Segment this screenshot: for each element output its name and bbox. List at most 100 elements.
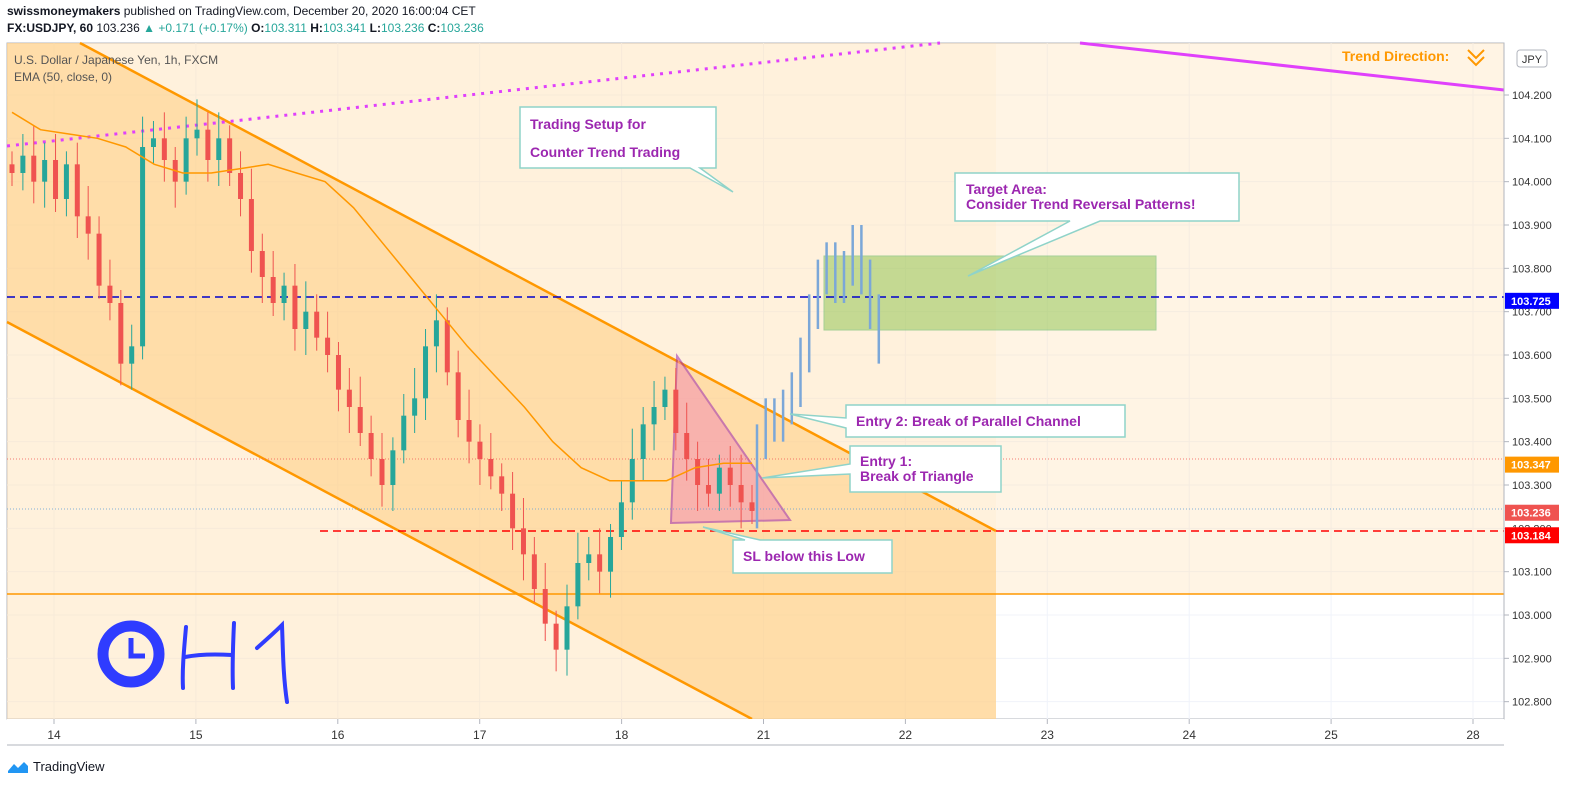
candle-body: [31, 155, 37, 182]
time-tick-label: 15: [189, 728, 203, 742]
instrument-label: U.S. Dollar / Japanese Yen, 1h, FXCM: [14, 53, 219, 67]
time-tick-label: 24: [1183, 728, 1197, 742]
open-value: 103.311: [264, 21, 307, 35]
candle-body: [259, 251, 265, 277]
price-tick-label: 103.500: [1512, 393, 1552, 405]
price-tags: 103.725 103.347 103.236 103.184: [1505, 292, 1559, 544]
time-tick-label: 18: [615, 728, 629, 742]
price-tag-bg: [1505, 456, 1559, 473]
candle-body: [488, 459, 494, 477]
price-tick-label: 103.300: [1512, 480, 1552, 492]
publisher-name[interactable]: swissmoneymakers: [7, 4, 121, 18]
candle-body: [107, 285, 113, 303]
candle-body: [640, 424, 646, 459]
magenta-dotted-trendline: [6, 41, 941, 148]
close-value: 103.236: [440, 21, 484, 35]
price-tick-label: 103.900: [1512, 220, 1552, 232]
price-axis[interactable]: 104.200 104.100 104.000 103.900 103.800 103.7…: [1503, 43, 1564, 719]
ohlc-line: FX:USDJPY, 60 103.236 ▲ +0.171 (+0.17%) …: [7, 20, 484, 37]
footer-brand[interactable]: TradingView: [7, 759, 105, 774]
chevron-down-icon: [1467, 49, 1485, 67]
setup-callout: Trading Setup for Counter Trend Trading: [519, 106, 734, 193]
candle-body: [499, 476, 505, 494]
price-tick-label: 103.400: [1512, 437, 1552, 449]
time-axis[interactable]: 14 15 16 17 18 21 22 23 24 25 28: [7, 719, 1504, 746]
candle-body: [183, 138, 189, 182]
high-label: H:: [310, 21, 323, 35]
candle-body: [63, 164, 69, 199]
candle-body: [608, 537, 614, 572]
candle-body: [335, 355, 341, 390]
price-tag-bg: [1505, 504, 1559, 521]
candle-body: [749, 502, 755, 511]
candle-body: [531, 554, 537, 589]
symbol-label: FX:USDJPY, 60: [7, 21, 94, 35]
low-value: 103.236: [381, 21, 425, 35]
candle-body: [357, 407, 363, 433]
candle-body: [227, 138, 233, 173]
candle-body: [433, 320, 439, 347]
brand-text: TradingView: [33, 759, 105, 774]
price-tick-label: 103.800: [1512, 263, 1552, 275]
time-tick-label: 22: [899, 728, 913, 742]
target-line-2: Consider Trend Reversal Patterns!: [966, 196, 1196, 212]
price-tag-bg: [1505, 292, 1559, 309]
trend-direction-label: Trend Direction:: [1342, 48, 1449, 64]
candle-body: [140, 147, 146, 347]
candle-body: [662, 389, 668, 407]
candle-body: [695, 459, 701, 485]
candle-body: [477, 441, 483, 459]
candle-body: [150, 138, 156, 147]
candle-body: [466, 420, 472, 442]
price-tag-label: 103.184: [1511, 530, 1552, 542]
candle-body: [325, 337, 331, 355]
candle-body: [390, 450, 396, 485]
clock-icon: [97, 620, 165, 688]
publish-line: swissmoneymakers published on TradingVie…: [7, 3, 484, 20]
price-change: ▲ +0.171 (+0.17%): [143, 21, 248, 35]
candle-body: [346, 389, 352, 407]
price-tick-label: 102.900: [1512, 653, 1552, 665]
time-axis-bg: [7, 719, 1504, 745]
candle-body: [510, 493, 516, 529]
price-tick-label: 104.200: [1512, 90, 1552, 102]
candle-body: [586, 554, 592, 563]
currency-badge[interactable]: [1516, 49, 1548, 68]
candle-body: [9, 164, 15, 173]
price-tick-label: 104.100: [1512, 133, 1552, 145]
candle-body: [161, 138, 167, 160]
candles-group: [9, 99, 755, 676]
candle-body: [684, 433, 690, 459]
candle-body: [248, 199, 254, 251]
candle-body: [542, 589, 548, 624]
open-label: O:: [251, 21, 265, 35]
candle-body: [96, 233, 102, 286]
candle-body: [716, 467, 722, 494]
candle-body: [575, 563, 581, 607]
candle-body: [53, 160, 59, 199]
entry1-line-2: Break of Triangle: [860, 468, 974, 484]
price-tag-bg: [1505, 527, 1559, 544]
candle-body: [651, 407, 657, 425]
candle-body: [303, 311, 309, 329]
price-tag-label: 103.236: [1511, 508, 1551, 520]
setup-line-2: Counter Trend Trading: [530, 144, 680, 160]
price-tick-label: 103.700: [1512, 307, 1552, 319]
candle-body: [444, 320, 450, 373]
entry2-text: Entry 2: Break of Parallel Channel: [856, 413, 1081, 429]
candle-body: [368, 433, 374, 459]
chart-header: swissmoneymakers published on TradingVie…: [7, 3, 484, 37]
triangle-pattern: [669, 352, 792, 525]
magenta-trendline: [1079, 41, 1505, 92]
target-line-1: Target Area:: [966, 181, 1047, 197]
candle-body: [412, 398, 418, 416]
candle-body: [129, 346, 135, 364]
candle-body: [705, 485, 711, 494]
time-tick-label: 28: [1466, 728, 1480, 742]
entry2-callout: Entry 2: Break of Parallel Channel: [789, 404, 1126, 438]
candle-body: [401, 415, 407, 451]
candle-body: [423, 346, 429, 399]
candle-body: [553, 623, 559, 650]
candle-body: [455, 372, 461, 420]
